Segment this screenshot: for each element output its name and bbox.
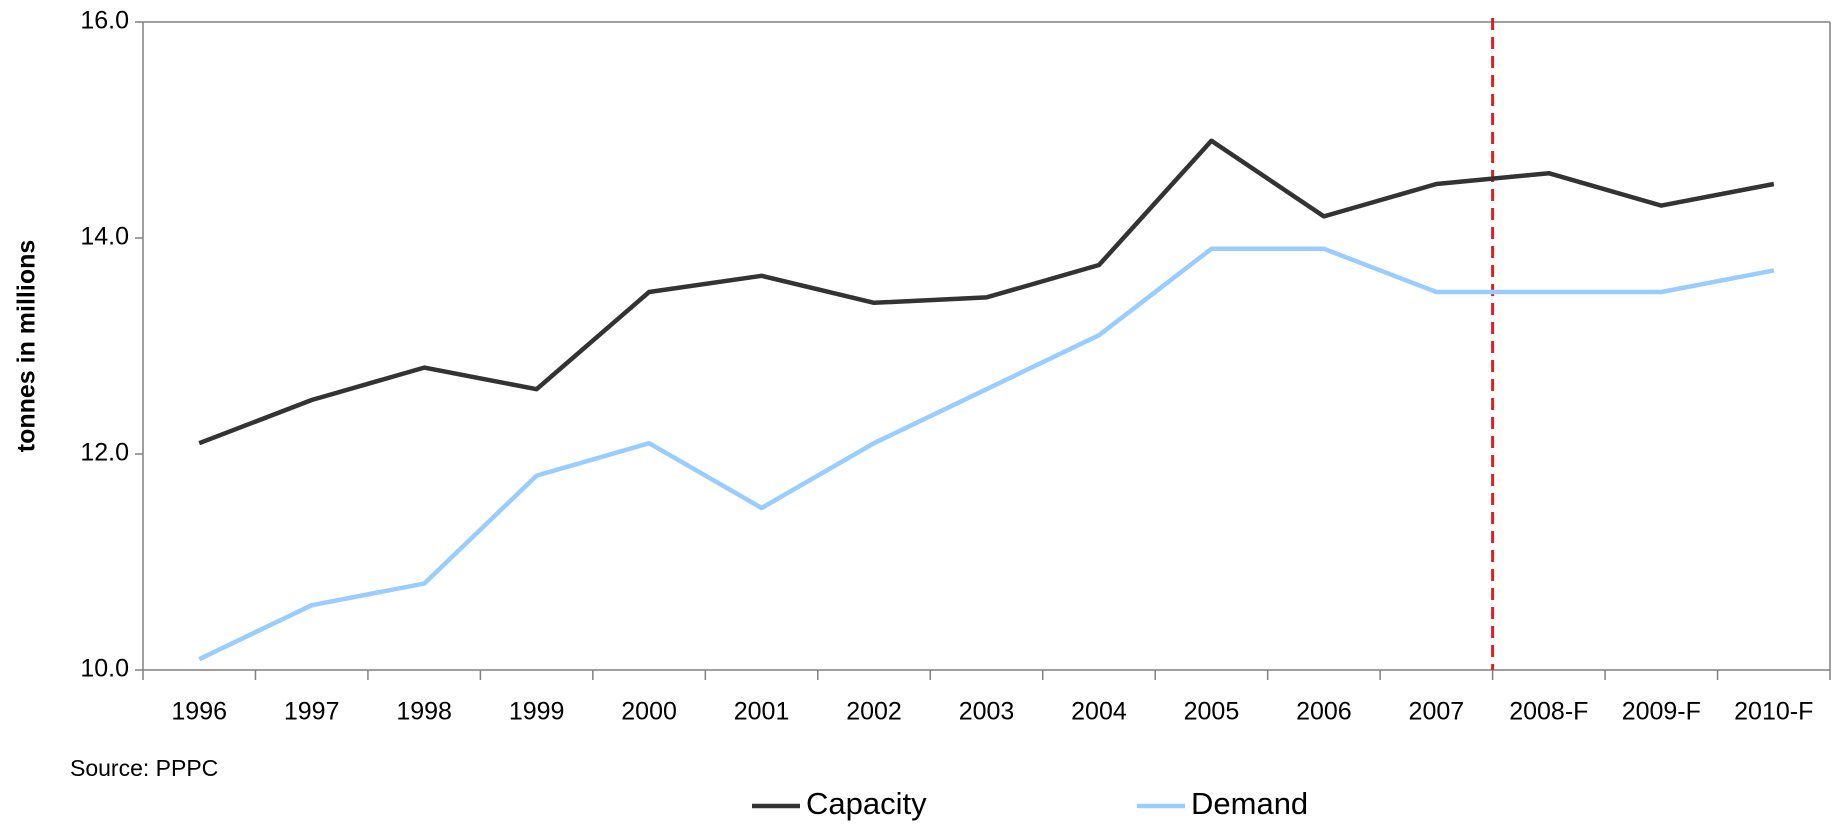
x-tick-label: 2000 xyxy=(621,698,677,726)
x-tick-label: 2001 xyxy=(734,698,790,726)
x-tick-label: 2002 xyxy=(846,698,902,726)
x-tick-label: 2006 xyxy=(1296,698,1352,726)
y-axis-label: tonnes in millions xyxy=(13,240,41,453)
x-tick-label: 2008-F xyxy=(1509,698,1588,726)
y-tick-label: 12.0 xyxy=(80,439,129,467)
legend-label: Demand xyxy=(1191,786,1308,821)
x-tick-label: 1998 xyxy=(396,698,452,726)
x-tick-label: 2010-F xyxy=(1734,698,1813,726)
x-tick-label: 2009-F xyxy=(1622,698,1701,726)
x-tick-label: 2004 xyxy=(1071,698,1127,726)
series-line xyxy=(198,246,1775,662)
x-tick-label: 2007 xyxy=(1409,698,1465,726)
y-tick-label: 16.0 xyxy=(80,7,129,35)
source-note: Source: PPPC xyxy=(70,755,218,781)
x-tick-label: 1999 xyxy=(509,698,565,726)
series-line xyxy=(198,138,1775,446)
x-tick-label: 1997 xyxy=(284,698,340,726)
y-tick-label: 10.0 xyxy=(80,655,129,683)
y-tick-label: 14.0 xyxy=(80,223,129,251)
x-tick-label: 2005 xyxy=(1184,698,1240,726)
x-tick-label: 1996 xyxy=(171,698,227,726)
x-tick-label: 2003 xyxy=(959,698,1015,726)
legend-label: Capacity xyxy=(806,786,927,821)
